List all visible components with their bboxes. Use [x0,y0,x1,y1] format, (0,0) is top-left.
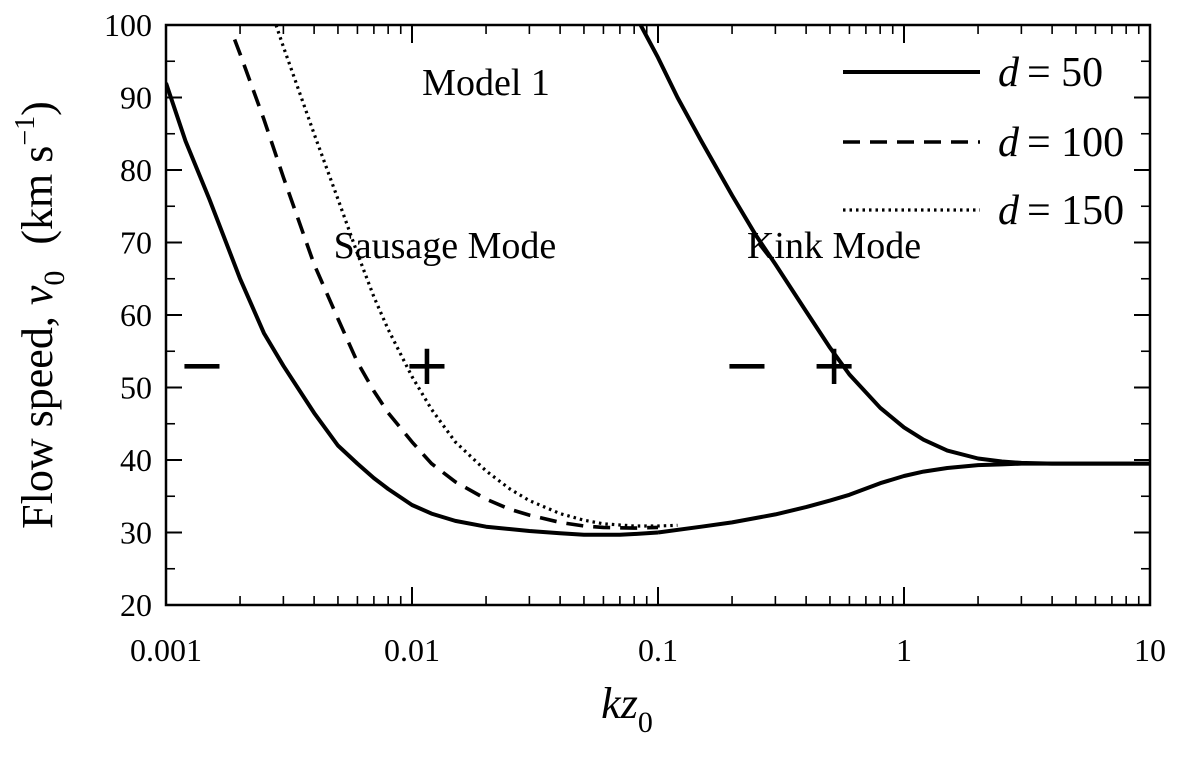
x-tick-label-1: 0.01 [384,632,440,668]
mode-sign-4: + [403,333,450,398]
y-axis-label-var: v [13,285,62,305]
y-tick-label-7: 90 [120,80,152,116]
legend-label-0: d = 50 [998,50,1103,96]
y-tick-label-5: 70 [120,225,152,261]
legend-label-2: d = 150 [998,188,1124,234]
series-line-0 [166,82,659,537]
x-tick-label-2: 0.1 [638,632,678,668]
x-axis-label-sub: 0 [638,706,653,739]
x-tick-label-4: 10 [1134,632,1166,668]
x-axis-label: kz0 [601,679,653,739]
y-axis-label-unit-exp: −1 [10,116,41,146]
legend-label-var: d [998,188,1020,234]
annotation-1: Sausage Mode [334,225,557,267]
mode-sign-6: + [811,333,858,398]
mode-sign-5: − [724,333,771,398]
y-tick-label-1: 30 [120,515,152,551]
mode-sign-3: − [178,333,225,398]
y-tick-label-2: 40 [120,442,152,478]
series-line-3 [657,461,1150,535]
y-axis-label-var-sub: 0 [38,271,71,286]
y-tick-label-4: 60 [120,297,152,333]
y-axis-label-prefix: Flow speed, [13,305,62,529]
series-line-2 [274,25,678,528]
tick-labels: 0.001 0.01 0.1 1 10 20 30 40 50 60 70 80 90 100 [104,7,1166,668]
series-line-4 [638,25,1150,466]
legend-label-var: d [998,50,1020,96]
y-tick-label-6: 80 [120,152,152,188]
x-tick-label-0: 0.001 [130,632,202,668]
y-tick-label-0: 20 [120,587,152,623]
curves [166,25,1150,537]
legend-label-1: d = 100 [998,120,1124,166]
y-tick-label-8: 100 [104,7,152,43]
y-axis-label-unit-close: ) [13,101,62,116]
x-tick-label-3: 1 [896,632,912,668]
ticks [165,24,1151,606]
y-axis-label-unit-open: (km s [13,146,62,245]
legend-label-value: = 50 [1027,50,1103,96]
x-axis-label-main: kz [601,679,638,728]
y-tick-label-3: 50 [120,370,152,406]
legend-label-value: = 150 [1027,188,1124,234]
annotation-0: Model 1 [422,62,550,104]
legend-label-var: d [998,120,1020,166]
series-line-1 [232,38,659,530]
plot-frame [164,23,1152,607]
annotation-2: Kink Mode [747,225,921,267]
legend-label-value: = 100 [1027,120,1124,166]
y-axis-label: Flow speed, v0 (km s−1) [10,101,71,529]
